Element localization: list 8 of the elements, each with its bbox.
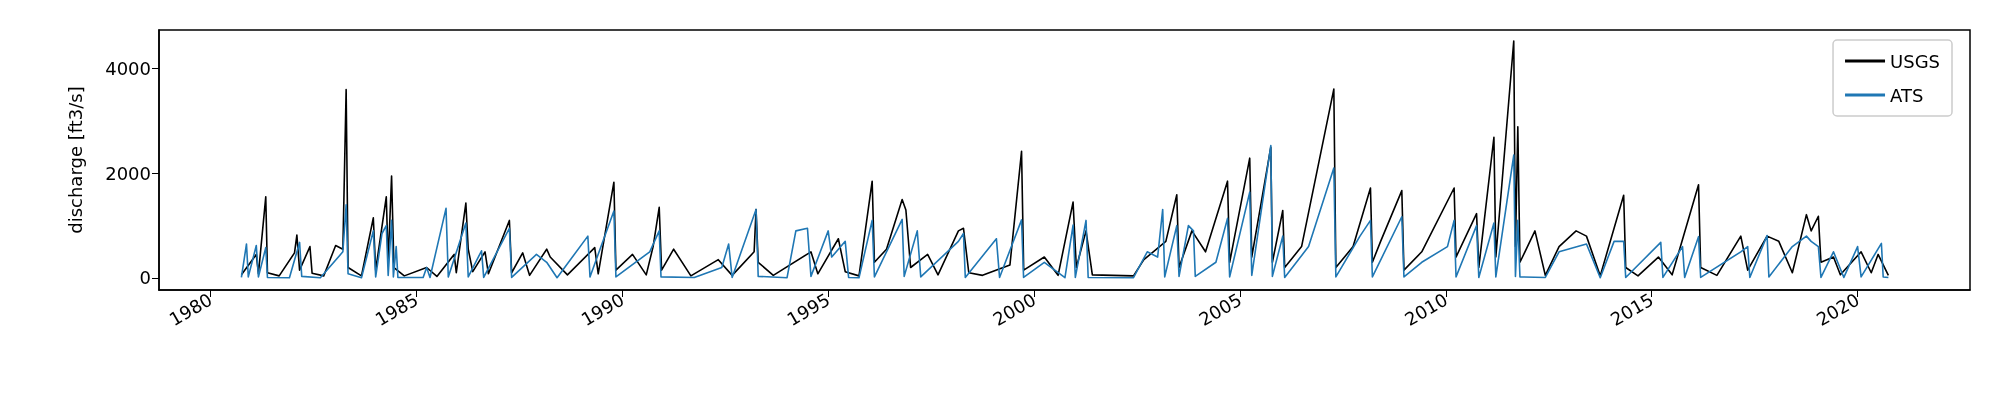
y-tick-label: 4000 xyxy=(105,58,151,80)
line-series xyxy=(240,144,1890,279)
y-axis-title: discharge [ft3/s] xyxy=(64,86,86,234)
y-tick-label: 2000 xyxy=(105,162,151,184)
y-tick-label: 0 xyxy=(139,267,151,289)
line-series xyxy=(240,40,1890,278)
legend-label: ATS xyxy=(1890,84,1924,106)
legend-label: USGS xyxy=(1890,50,1941,72)
